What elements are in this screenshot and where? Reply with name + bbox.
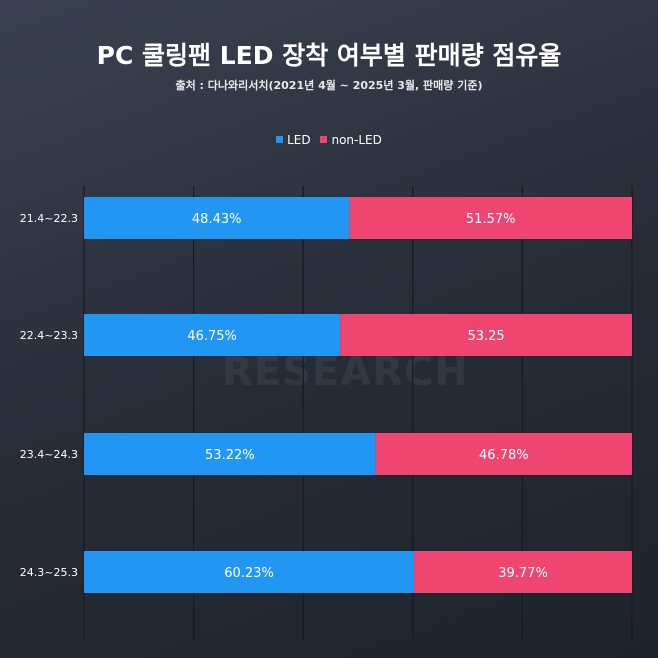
data-label: 48.43% (192, 212, 242, 227)
category-label: 21.4~22.3 (20, 212, 78, 225)
chart-title: PC 쿨링팬 LED 장착 여부별 판매량 점유율 (96, 41, 562, 70)
data-label: 53.22% (205, 448, 255, 463)
data-label: 39.77% (498, 566, 548, 581)
bar-non-led (340, 314, 632, 356)
bar-led (84, 433, 376, 475)
data-label: 46.78% (479, 448, 529, 463)
category-label: 23.4~24.3 (20, 448, 78, 461)
legend: LED non-LED (0, 132, 658, 147)
data-label: 51.57% (466, 212, 516, 227)
bar-non-led (375, 433, 632, 475)
category-label: 24.3~25.3 (20, 566, 78, 579)
legend-label-led: LED (287, 132, 311, 147)
data-label: 46.75% (187, 329, 237, 344)
data-label: 60.23% (224, 566, 274, 581)
chart-subtitle: 출처 : 다나와리서치(2021년 4월 ~ 2025년 3월, 판매량 기준) (175, 79, 483, 92)
bar-non-led (414, 551, 632, 593)
legend-swatch-led (276, 136, 284, 143)
bar-non-led (349, 197, 632, 239)
legend-swatch-non-led (320, 136, 328, 143)
category-label: 22.4~23.3 (20, 329, 78, 342)
bar-led (84, 197, 350, 239)
data-label: 53.25 (467, 329, 504, 344)
legend-item-led: LED (276, 133, 311, 147)
bar-led (84, 314, 341, 356)
bar-led (84, 551, 415, 593)
legend-item-non-led: non-LED (320, 132, 382, 147)
legend-label-non-led: non-LED (331, 132, 382, 147)
